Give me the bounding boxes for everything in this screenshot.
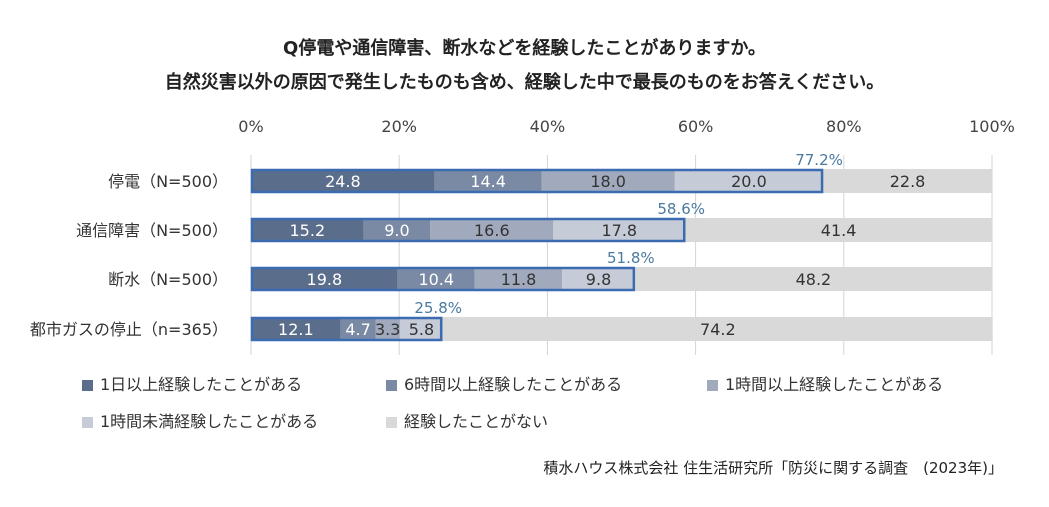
legend-swatch [386, 380, 397, 391]
category-label: 断水（N=500） [108, 270, 228, 289]
x-tick-label: 40% [530, 117, 566, 136]
legend-label: 1時間以上経験したことがある [725, 375, 943, 394]
bar-segment [251, 267, 398, 291]
data-label: 19.8 [307, 270, 343, 289]
bar-segment [399, 317, 443, 341]
data-label: 24.8 [325, 172, 361, 191]
data-label: 22.8 [890, 172, 926, 191]
bar-segment [823, 169, 992, 193]
x-tick-label: 80% [826, 117, 862, 136]
bar-segment [553, 218, 686, 242]
data-label: 17.8 [601, 221, 637, 240]
data-label: 74.2 [700, 320, 736, 339]
chart-title-line1: Q停電や通信障害、断水などを経験したことがありますか。 [283, 38, 766, 59]
bar-segment [634, 267, 992, 291]
data-label: 14.4 [470, 172, 506, 191]
legend-swatch [707, 380, 718, 391]
data-label: 12.1 [278, 320, 314, 339]
experienced-outline [250, 168, 824, 194]
legend-label: 1日以上経験したことがある [100, 375, 302, 394]
bar-segment [674, 169, 824, 193]
data-label: 5.8 [409, 320, 434, 339]
legend-swatch [386, 417, 397, 428]
legend-swatch [82, 417, 93, 428]
x-tick-label: 0% [238, 117, 263, 136]
bar-segment [251, 169, 435, 193]
data-label: 4.7 [345, 320, 370, 339]
experienced-total-label: 51.8% [607, 249, 655, 267]
legend-swatch [82, 380, 93, 391]
data-label: 18.0 [590, 172, 626, 191]
legend-label: 6時間以上経験したことがある [404, 375, 622, 394]
legend-label: 経験したことがない [404, 412, 548, 431]
experienced-total-label: 25.8% [414, 299, 462, 317]
bar-segment [474, 267, 563, 291]
legend-label: 1時間未満経験したことがある [100, 412, 318, 431]
experienced-outline [250, 217, 686, 243]
bar-segment [442, 317, 993, 341]
data-label: 48.2 [796, 270, 832, 289]
experienced-outline [250, 266, 636, 292]
bar-segment [340, 317, 376, 341]
bar-segment [430, 218, 554, 242]
bar-segment [541, 169, 675, 193]
x-tick-label: 100% [969, 117, 1015, 136]
x-tick-label: 60% [678, 117, 714, 136]
bar-segment [434, 169, 542, 193]
data-label: 15.2 [290, 221, 326, 240]
data-label: 3.3 [375, 320, 400, 339]
data-label: 16.6 [474, 221, 510, 240]
bar-segment [375, 317, 400, 341]
chart-title-line2: 自然災害以外の原因で発生したものも含め、経験した中で最長のものをお答えください。 [164, 72, 885, 93]
data-label: 20.0 [731, 172, 767, 191]
data-label: 9.0 [384, 221, 409, 240]
bar-segment [685, 218, 992, 242]
category-label: 都市ガスの停止（n=365） [30, 320, 228, 339]
data-label: 10.4 [418, 270, 454, 289]
experienced-total-label: 58.6% [657, 200, 705, 218]
source-note: 積水ハウス株式会社 住生活研究所「防災に関する調査 (2023年)」 [543, 459, 1003, 477]
bar-segment [397, 267, 475, 291]
data-label: 41.4 [821, 221, 857, 240]
data-label: 11.8 [501, 270, 537, 289]
x-tick-label: 20% [381, 117, 417, 136]
bar-segment [562, 267, 635, 291]
bar-segment [251, 218, 364, 242]
experienced-total-label: 77.2% [795, 151, 843, 169]
bar-segment [363, 218, 431, 242]
data-label: 9.8 [586, 270, 611, 289]
bar-segment [251, 317, 341, 341]
category-label: 停電（N=500） [108, 172, 228, 191]
category-label: 通信障害（N=500） [76, 221, 228, 240]
experienced-outline [250, 316, 443, 342]
